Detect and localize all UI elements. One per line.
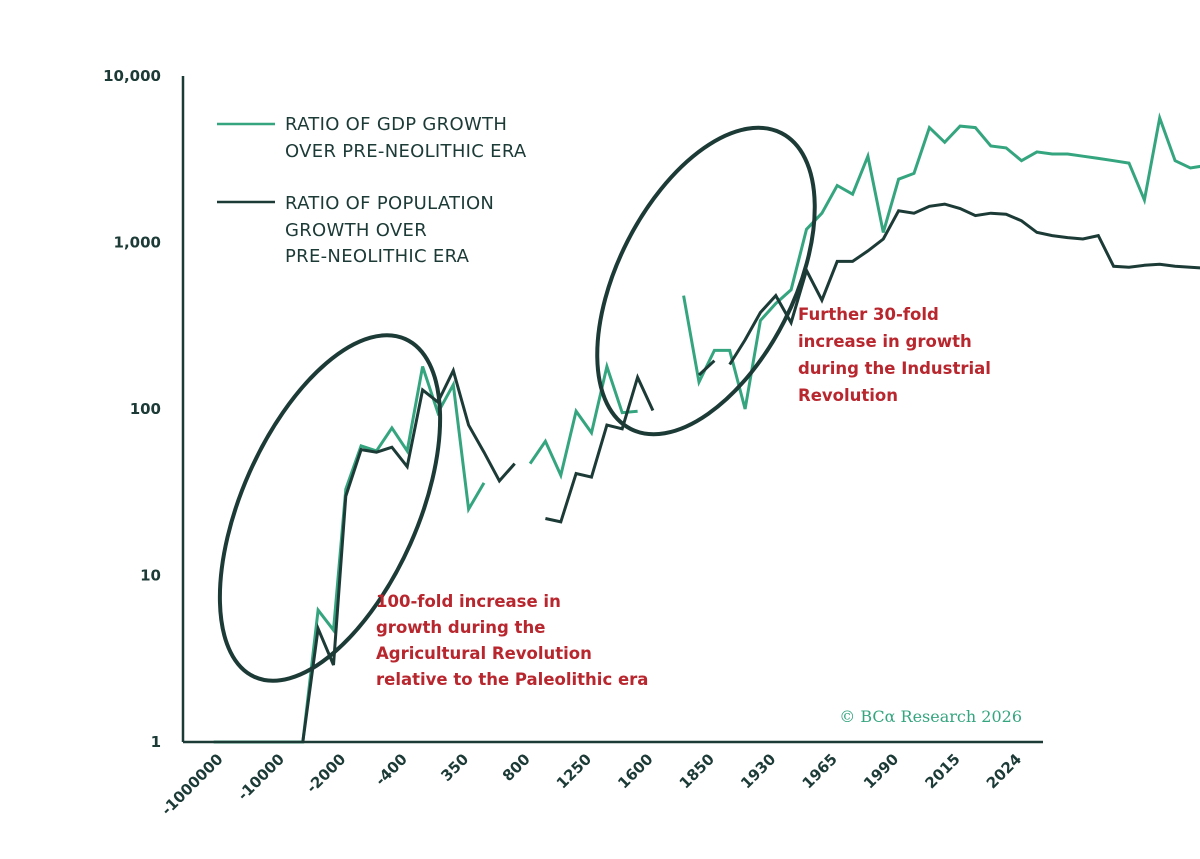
highlight-ellipses	[217, 125, 817, 683]
annotation-industrial-line-1: Further 30-fold	[798, 305, 939, 324]
x-tick-label: -10000	[234, 750, 288, 804]
agricultural-revolution-ellipse	[217, 333, 443, 683]
credit-text: © BCα Research 2026	[839, 707, 1022, 726]
x-tick-label: 1965	[799, 750, 841, 792]
y-tick-label: 100	[130, 400, 161, 418]
population-series-line-segment-1	[301, 366, 516, 743]
legend-label-gdp-line-1: RATIO OF GDP GROWTH	[285, 114, 507, 135]
x-tick-label: 2024	[983, 750, 1025, 792]
x-tick-label: 1930	[737, 750, 779, 792]
legend-label-population-line-1: RATIO OF POPULATION	[285, 193, 494, 214]
annotation-agricultural-line-1: 100-fold increase in	[376, 592, 561, 611]
annotation-industrial-line-4: Revolution	[798, 386, 898, 405]
annotations: 100-fold increase in growth during the A…	[376, 305, 991, 689]
x-tick-label: 800	[499, 750, 534, 785]
legend: RATIO OF GDP GROWTH OVER PRE-NEOLITHIC E…	[217, 114, 527, 267]
gdp-series-line-segment-2	[528, 360, 638, 480]
annotation-industrial-line-2: increase in growth	[798, 332, 972, 351]
x-axis-ticks: -1000000 -10000 -2000 -400 350 800 1250 1600 185…	[158, 750, 1025, 819]
x-tick-label: -1000000	[158, 750, 227, 819]
annotation-agricultural-line-4: relative to the Paleolithic era	[376, 670, 648, 689]
x-tick-label: 1990	[860, 750, 902, 792]
x-tick-label: 1600	[614, 750, 656, 792]
legend-label-population-line-2: GROWTH OVER	[285, 220, 427, 241]
x-tick-label: 1850	[676, 750, 718, 792]
population-series-line-segment-3	[697, 359, 716, 377]
industrial-revolution-ellipse	[595, 125, 817, 437]
legend-label-population-line-3: PRE-NEOLITHIC ERA	[285, 246, 470, 267]
annotation-industrial-line-3: during the Industrial	[798, 359, 991, 378]
x-tick-label: 1250	[553, 750, 595, 792]
x-tick-label: -2000	[303, 750, 350, 797]
population-series-line-segment-4	[728, 202, 1200, 366]
series-lines	[213, 112, 1200, 744]
gdp-series-line-segment-3	[682, 112, 1200, 410]
y-tick-label: 1,000	[114, 234, 161, 252]
y-axis-ticks: 1 10 100 1,000 10,000	[103, 67, 161, 751]
y-tick-label: 1	[151, 733, 161, 751]
y-tick-label: 10	[140, 567, 161, 585]
axes	[181, 76, 1043, 744]
annotation-agricultural-line-3: Agricultural Revolution	[376, 644, 592, 663]
legend-label-gdp-line-2: OVER PRE-NEOLITHIC ERA	[285, 141, 527, 162]
y-tick-label: 10,000	[103, 67, 161, 85]
x-tick-label: 2015	[921, 750, 963, 792]
x-tick-label: 350	[437, 750, 472, 785]
x-tick-label: -400	[372, 750, 411, 789]
population-series-line-segment-2	[545, 373, 655, 524]
annotation-agricultural-line-2: growth during the	[376, 618, 545, 637]
